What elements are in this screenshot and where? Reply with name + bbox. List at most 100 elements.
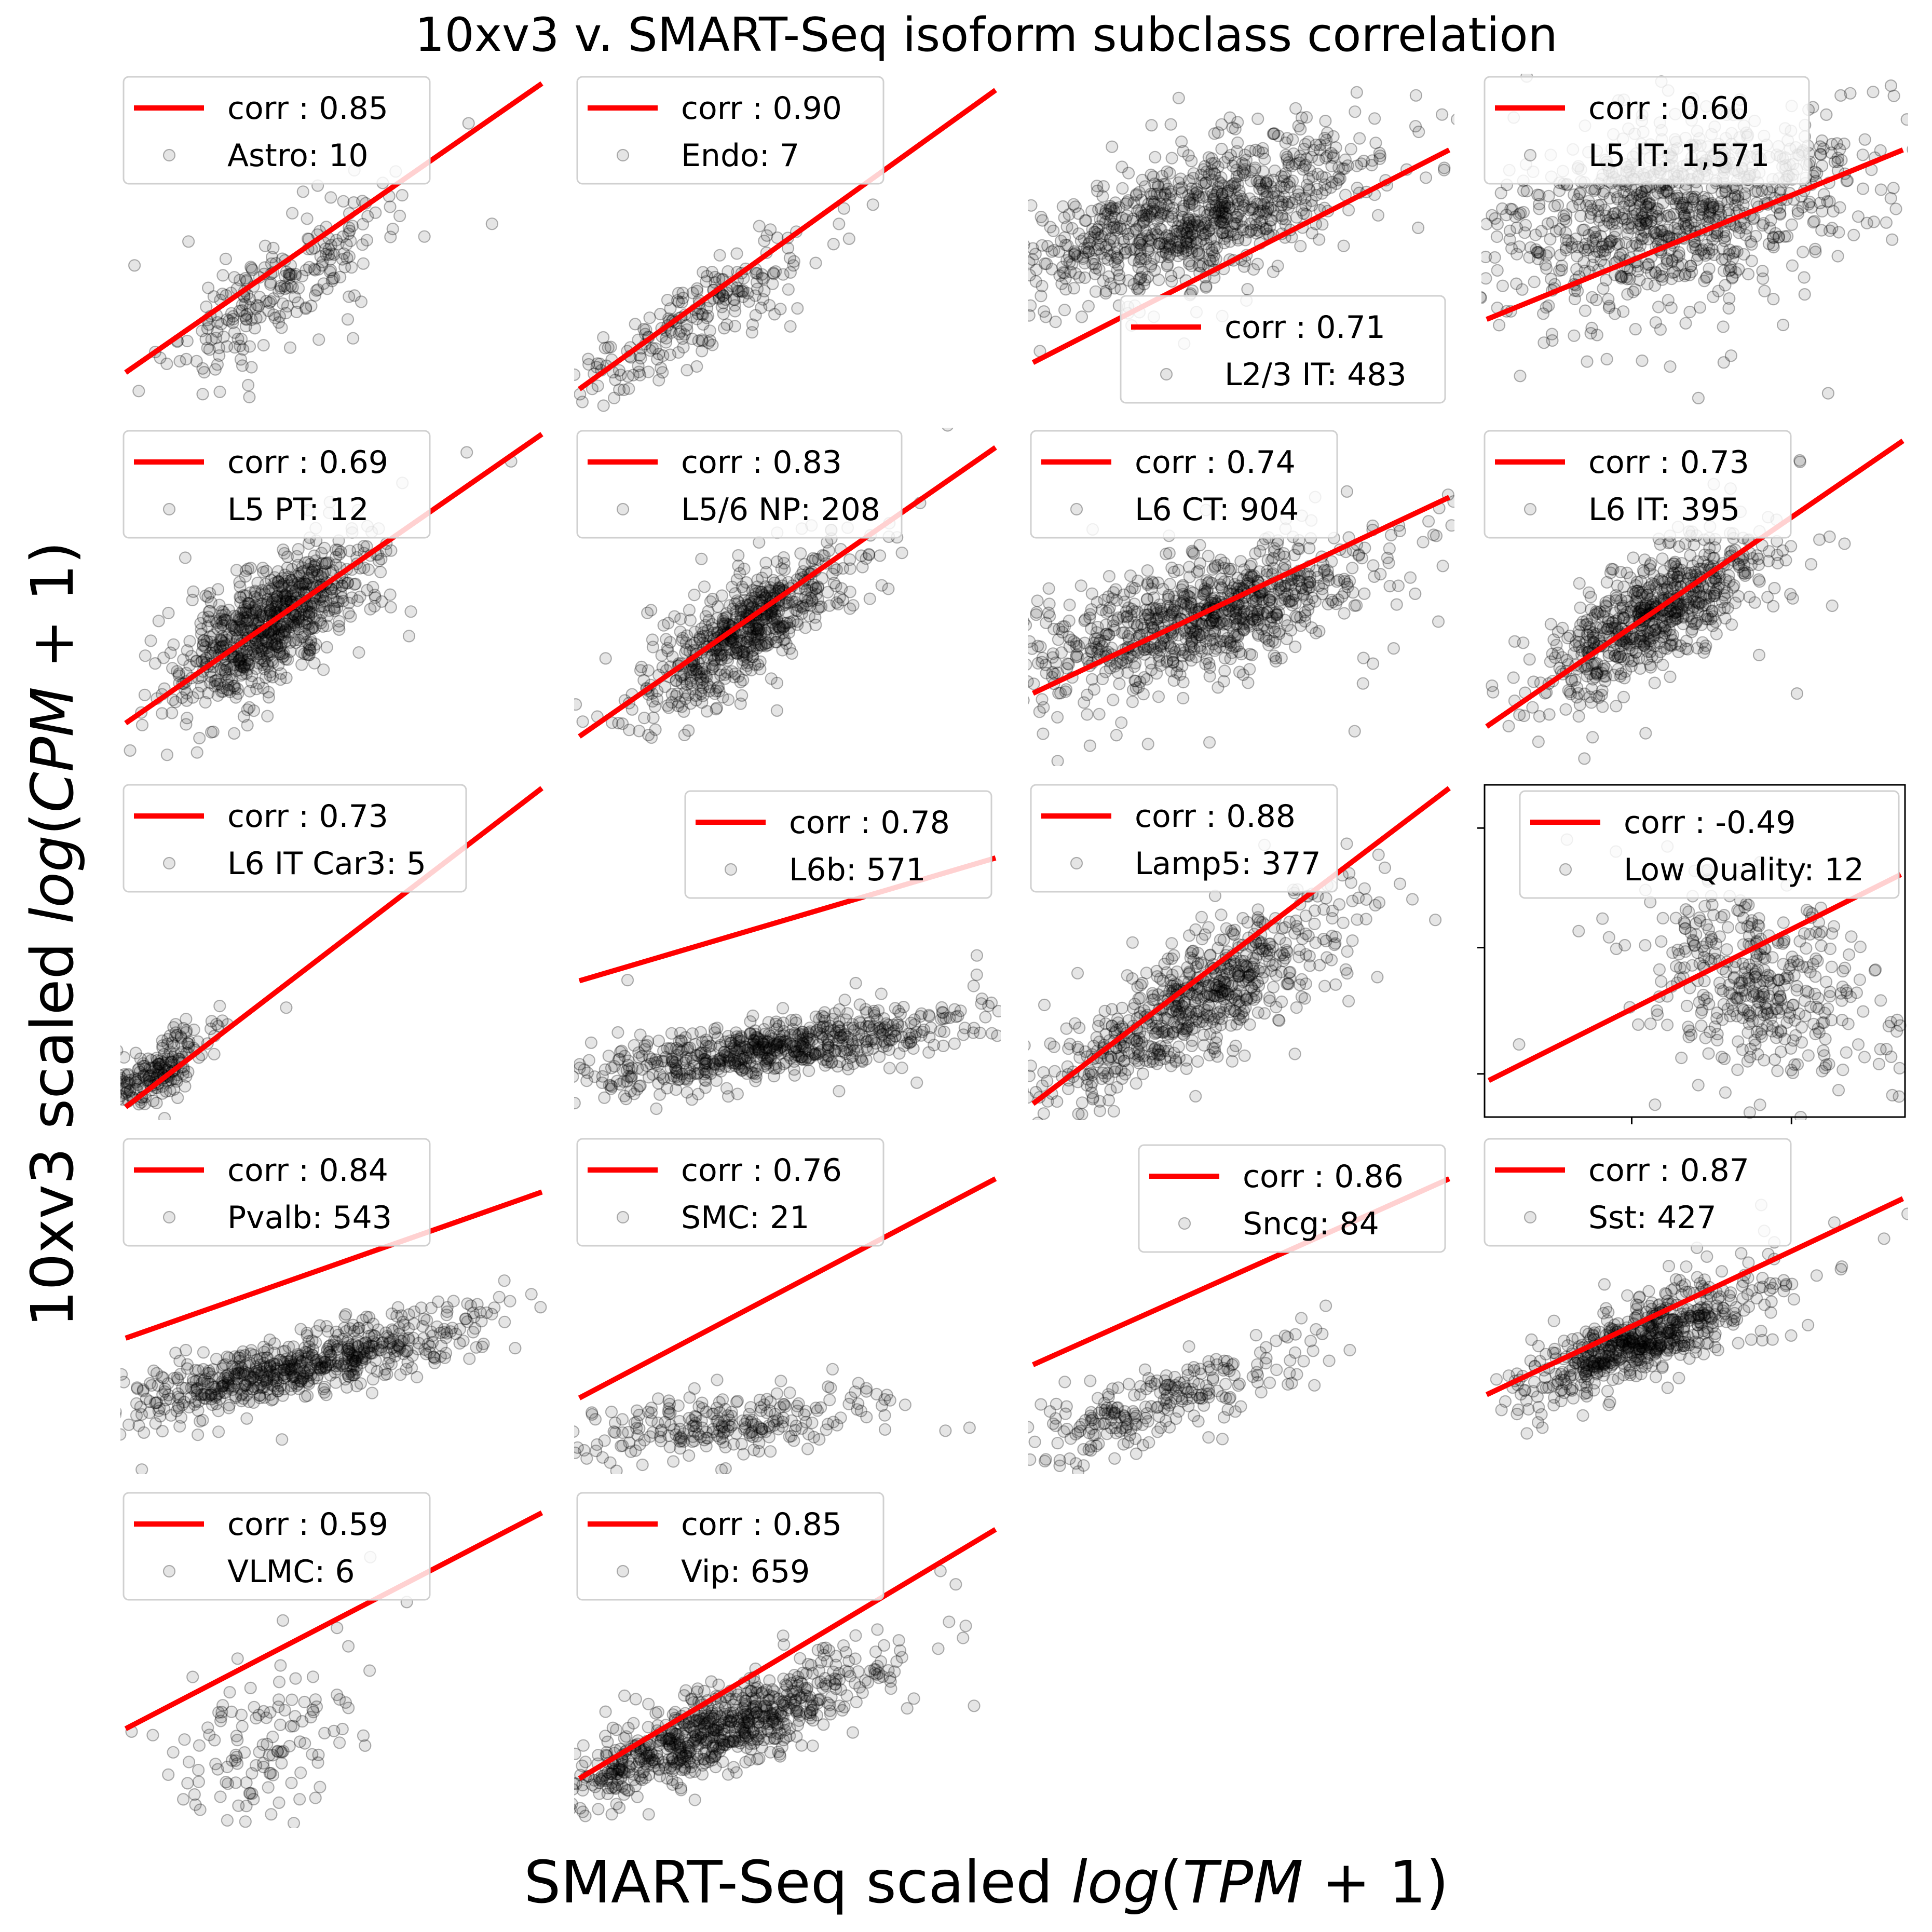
data-point: [1583, 242, 1595, 253]
data-point: [323, 557, 334, 568]
data-point: [1097, 191, 1108, 202]
figure-title: 10xv3 v. SMART-Seq isoform subclass corr…: [415, 8, 1558, 62]
legend-point-handle: [1161, 369, 1172, 380]
data-point: [1059, 304, 1070, 316]
data-point: [1202, 584, 1213, 595]
data-point: [696, 553, 707, 565]
data-point: [1043, 607, 1054, 619]
data-point: [275, 674, 286, 685]
data-point: [833, 218, 845, 229]
data-point: [1221, 618, 1232, 630]
data-point: [1610, 186, 1622, 198]
data-point: [1568, 330, 1580, 342]
data-point: [1533, 736, 1544, 747]
data-point: [728, 294, 740, 305]
legend-point-handle: [1071, 504, 1082, 515]
data-point: [767, 278, 778, 290]
data-point: [1200, 636, 1212, 647]
legend: corr : 0.85Astro: 10: [124, 77, 430, 184]
data-point: [716, 590, 728, 602]
panel-l6-ct: corr : 0.74L6 CT: 904: [1018, 431, 1460, 767]
data-point: [265, 666, 276, 678]
data-point: [1218, 635, 1229, 647]
data-point: [227, 314, 239, 325]
data-point: [1511, 222, 1522, 234]
data-point: [1385, 529, 1397, 541]
data-point: [1351, 600, 1362, 611]
data-point: [1886, 234, 1898, 246]
data-point: [942, 420, 954, 431]
data-point: [785, 321, 796, 332]
data-point: [1137, 174, 1148, 186]
data-point: [287, 208, 298, 219]
data-point: [309, 550, 320, 562]
data-point: [1104, 629, 1115, 641]
data-point: [1107, 694, 1119, 705]
legend-point-handle: [164, 504, 175, 515]
panel-l5-it: corr : 0.60L5 IT: 1,571: [1475, 71, 1919, 404]
data-point: [1857, 149, 1869, 160]
data-point: [1037, 728, 1049, 740]
data-point: [1609, 308, 1621, 320]
data-point: [230, 622, 242, 633]
data-point: [1816, 206, 1828, 217]
data-point: [863, 549, 875, 560]
data-point: [1141, 203, 1153, 214]
data-point: [333, 624, 345, 635]
data-point: [1746, 255, 1758, 267]
data-point: [342, 314, 353, 325]
data-point: [1637, 355, 1648, 366]
data-point: [1665, 361, 1676, 372]
data-point: [285, 575, 297, 586]
legend-point-handle: [164, 149, 175, 161]
data-point: [1787, 260, 1798, 271]
data-point: [244, 341, 255, 352]
data-point: [582, 353, 594, 365]
data-point: [1295, 240, 1306, 252]
legend-count-label: L5 IT: 1,571: [1588, 138, 1770, 174]
data-point: [731, 248, 743, 260]
data-point: [346, 262, 357, 273]
data-point: [362, 211, 373, 222]
data-point: [1064, 615, 1075, 627]
legend: corr : 0.83L5/6 NP: 208: [577, 431, 902, 538]
data-point: [1797, 247, 1808, 258]
data-point: [1142, 230, 1153, 241]
data-point: [1086, 604, 1097, 615]
data-point: [1105, 662, 1116, 674]
data-point: [255, 598, 267, 609]
data-point: [600, 652, 611, 664]
data-point: [1147, 576, 1158, 588]
data-point: [1194, 558, 1206, 569]
data-point: [769, 308, 780, 320]
data-point: [1230, 607, 1242, 618]
data-point: [711, 702, 723, 714]
data-point: [1493, 319, 1505, 331]
data-point: [1686, 266, 1697, 278]
data-point: [811, 589, 822, 600]
data-point: [1358, 652, 1369, 664]
data-point: [1164, 548, 1175, 559]
data-point: [199, 366, 210, 378]
data-point: [347, 333, 359, 344]
data-point: [1569, 293, 1581, 305]
data-point: [1859, 134, 1871, 145]
data-point: [1868, 86, 1879, 98]
data-point: [744, 642, 756, 654]
data-point: [1123, 602, 1134, 614]
data-point: [1036, 211, 1047, 223]
data-point: [1547, 216, 1558, 228]
data-point: [1034, 706, 1045, 717]
data-point: [293, 282, 304, 294]
data-point: [1152, 215, 1163, 227]
data-point: [1161, 166, 1173, 178]
legend-corr-label: corr : 0.83: [681, 444, 842, 481]
data-point: [1183, 258, 1195, 269]
data-point: [1480, 273, 1491, 284]
data-point: [726, 581, 738, 593]
data-point: [232, 683, 243, 695]
data-point: [1038, 306, 1050, 317]
data-point: [1875, 145, 1886, 156]
data-point: [231, 564, 242, 576]
data-point: [1127, 696, 1138, 708]
